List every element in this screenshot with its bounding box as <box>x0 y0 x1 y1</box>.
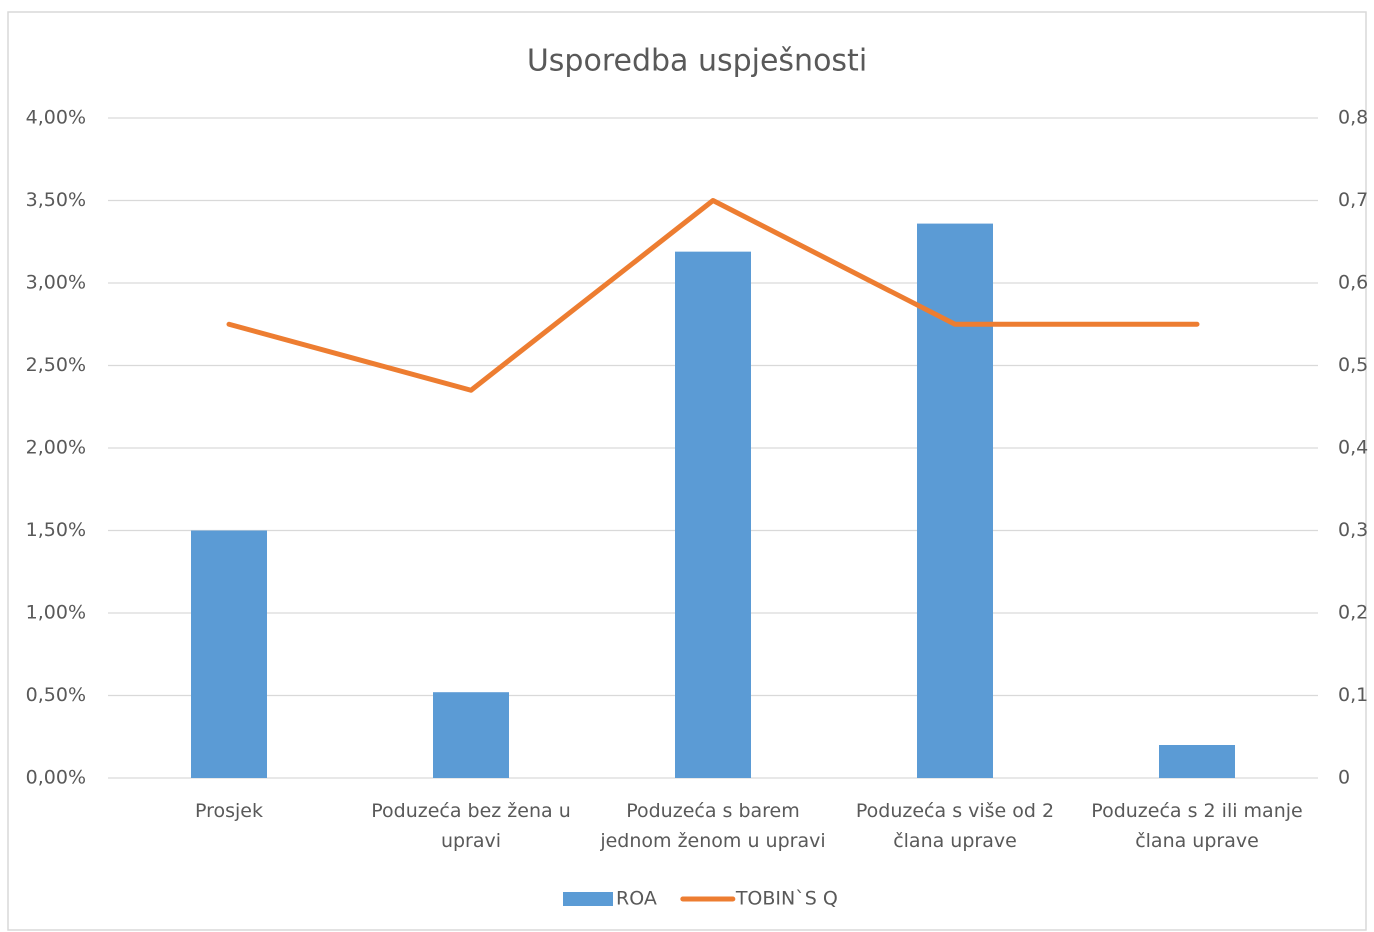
y-tick-label: 1,00% <box>26 602 86 624</box>
y-tick-label: 2,50% <box>26 354 86 376</box>
y-tick-label: 0,50% <box>26 684 86 706</box>
y-tick-label: 3,00% <box>26 272 86 294</box>
y2-tick-label: 0,5 <box>1338 354 1368 376</box>
y2-tick-label: 0,6 <box>1338 272 1368 294</box>
bar <box>917 223 993 779</box>
x-tick-label: Poduzeća s barem jednom ženom u upravi <box>600 800 826 852</box>
y-tick-label: 4,00% <box>26 107 86 129</box>
y2-tick-label: 0 <box>1338 767 1350 789</box>
y-tick-label: 2,00% <box>26 437 86 459</box>
y2-tick-label: 0,8 <box>1338 107 1368 129</box>
y-tick-label: 3,50% <box>26 189 86 211</box>
line <box>226 198 1200 393</box>
bar <box>675 251 751 778</box>
y-tick-label: 1,50% <box>26 519 86 541</box>
bar <box>433 692 509 778</box>
x-tick-label: Poduzeća s 2 ili manje člana uprave <box>1091 800 1303 852</box>
bar <box>1159 745 1235 778</box>
x-tick-label: Poduzeća bez žena u upravi <box>371 800 571 852</box>
y2-tick-label: 0,3 <box>1338 519 1368 541</box>
legend-label: TOBIN`S Q <box>735 888 838 910</box>
y-tick-label: 0,00% <box>26 767 86 789</box>
x-tick-label: Prosjek <box>194 800 263 822</box>
y2-tick-label: 0,2 <box>1338 602 1368 624</box>
y2-tick-label: 0,1 <box>1338 684 1368 706</box>
x-tick-label: Poduzeća s više od 2 člana uprave <box>855 800 1055 852</box>
y2-tick-label: 0,4 <box>1338 437 1368 459</box>
y2-tick-label: 0,7 <box>1338 189 1368 211</box>
chart-title: Usporedba uspješnosti <box>527 44 867 79</box>
legend-label: ROA <box>616 888 657 910</box>
legend-swatch <box>563 892 613 906</box>
bar <box>191 530 267 778</box>
